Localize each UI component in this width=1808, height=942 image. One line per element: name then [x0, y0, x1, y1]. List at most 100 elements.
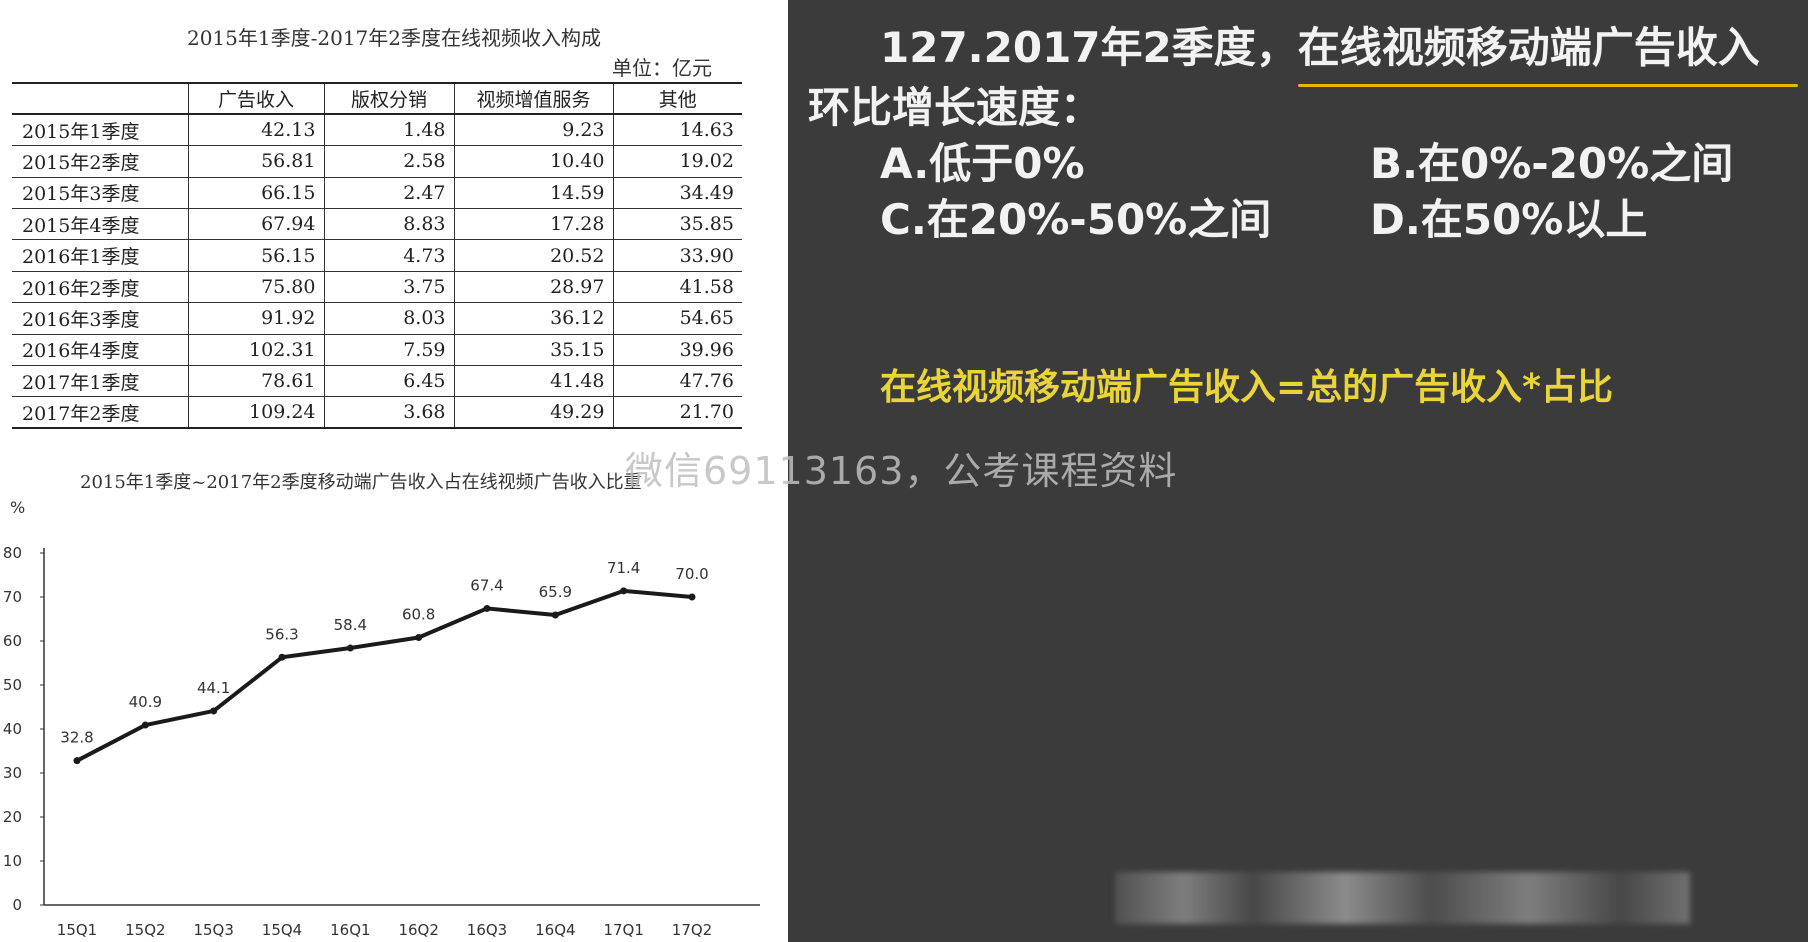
revenue-table: 广告收入 版权分销 视频增值服务 其他 2015年1季度 42.13 1.48 9.2… — [12, 82, 742, 430]
table-cell: 41.58 — [612, 270, 742, 303]
table-cell: 2.47 — [323, 176, 454, 209]
table-cell: 2017年1季度 — [12, 365, 188, 397]
table-header-other: 其他 — [612, 83, 742, 115]
table-cell: 6.45 — [323, 365, 454, 397]
watermark: 微信69113163，公考课程资料 — [625, 449, 1178, 493]
table-cell: 8.83 — [323, 208, 454, 240]
data-label: 71.4 — [607, 559, 640, 577]
data-label: 60.8 — [402, 605, 435, 623]
table-cell: 17.28 — [453, 208, 613, 240]
table-row: 2016年4季度 102.31 7.59 35.15 39.96 — [12, 333, 742, 366]
data-point — [415, 633, 423, 641]
reference-material-panel: 2015年1季度-2017年2季度在线视频收入构成 单位：亿元 广告收入 版权分… — [0, 0, 788, 942]
table-cell: 7.59 — [323, 333, 454, 366]
table-cell: 41.48 — [453, 365, 613, 397]
y-tick-label: 80 — [3, 544, 22, 562]
table-cell: 14.63 — [612, 113, 742, 146]
y-tick-label: 50 — [3, 676, 22, 694]
x-tick-label: 17Q1 — [603, 921, 643, 939]
table-cell: 19.02 — [612, 145, 742, 178]
table-cell: 8.03 — [323, 302, 454, 335]
table-cell: 109.24 — [187, 396, 324, 430]
question-line-2: 环比增长速度： — [808, 83, 1103, 132]
x-tick-label: 16Q2 — [398, 921, 438, 939]
option-c[interactable]: C.在20%-50%之间 — [880, 195, 1272, 244]
table-cell: 56.81 — [187, 145, 324, 178]
table-cell: 2015年1季度 — [12, 113, 188, 146]
table-cell: 49.29 — [453, 396, 613, 430]
table-cell: 67.94 — [187, 208, 324, 240]
data-label: 32.8 — [60, 729, 93, 747]
table-header-copyright: 版权分销 — [323, 83, 454, 115]
table-cell: 21.70 — [612, 396, 742, 430]
table-cell: 2016年3季度 — [12, 302, 188, 335]
table-cell: 28.97 — [453, 270, 613, 303]
option-b[interactable]: B.在0%-20%之间 — [1370, 139, 1734, 188]
table-row: 2015年4季度 67.94 8.83 17.28 35.85 — [12, 208, 742, 240]
data-label: 44.1 — [197, 679, 230, 697]
table-cell: 33.90 — [612, 239, 742, 272]
table-cell: 2015年3季度 — [12, 176, 188, 209]
question-line-1: 127.2017年2季度，在线视频移动端广告收入 — [880, 23, 1760, 72]
table-cell: 3.68 — [323, 396, 454, 430]
formula-note: 在线视频移动端广告收入=总的广告收入*占比 — [880, 367, 1613, 408]
table-cell: 91.92 — [187, 302, 324, 335]
table-cell: 2017年2季度 — [12, 396, 188, 430]
data-label: 65.9 — [539, 583, 572, 601]
table-cell: 35.85 — [612, 208, 742, 240]
table-cell: 2016年4季度 — [12, 333, 188, 366]
table-cell: 39.96 — [612, 333, 742, 366]
table-cell: 75.80 — [187, 270, 324, 303]
table-cell: 20.52 — [453, 239, 613, 272]
table-header-blank — [12, 83, 188, 114]
x-tick-label: 15Q4 — [262, 921, 302, 939]
mobile-ad-share-line-chart: % 0 10 20 30 40 50 60 70 80 15Q1 15Q2 15Q3 15Q4 16Q1 16… — [3, 498, 760, 939]
data-point — [483, 604, 491, 612]
data-label: 67.4 — [470, 576, 503, 594]
table-cell: 34.49 — [612, 176, 742, 209]
x-tick-label: 16Q4 — [535, 921, 575, 939]
data-label: 56.3 — [265, 625, 298, 643]
y-tick-label: 30 — [3, 764, 22, 782]
table-cell: 54.65 — [612, 302, 742, 335]
table-cell: 2015年4季度 — [12, 208, 188, 240]
table-header-row: 广告收入 版权分销 视频增值服务 其他 — [12, 83, 742, 115]
y-tick-label: 40 — [3, 720, 22, 738]
table-cell: 9.23 — [453, 113, 613, 146]
blurred-caption — [1115, 872, 1690, 924]
table-row: 2017年1季度 78.61 6.45 41.48 47.76 — [12, 365, 742, 397]
table-row: 2016年2季度 75.80 3.75 28.97 41.58 — [12, 270, 742, 303]
data-label: 70.0 — [675, 565, 708, 583]
table-row: 2016年3季度 91.92 8.03 36.12 54.65 — [12, 302, 742, 335]
option-a[interactable]: A.低于0% — [880, 139, 1085, 188]
table-row: 2015年2季度 56.81 2.58 10.40 19.02 — [12, 145, 742, 178]
x-tick-label: 15Q1 — [57, 921, 97, 939]
data-point — [278, 653, 286, 661]
table-title: 2015年1季度-2017年2季度在线视频收入构成 — [186, 26, 601, 50]
y-tick-label: 70 — [3, 588, 22, 606]
table-cell: 78.61 — [187, 365, 324, 397]
table-cell: 4.73 — [323, 239, 454, 272]
x-tick-label: 16Q3 — [467, 921, 507, 939]
x-tick-label: 16Q1 — [330, 921, 370, 939]
data-point — [141, 721, 149, 729]
table-row: 2015年3季度 66.15 2.47 14.59 34.49 — [12, 176, 742, 209]
table-cell: 3.75 — [323, 270, 454, 303]
table-cell: 2016年2季度 — [12, 270, 188, 303]
data-label: 58.4 — [334, 616, 367, 634]
table-cell: 66.15 — [187, 176, 324, 209]
table-row: 2015年1季度 42.13 1.48 9.23 14.63 — [12, 113, 742, 146]
y-tick-label: 0 — [12, 896, 22, 914]
table-cell: 1.48 — [323, 113, 454, 146]
table-cell: 2016年1季度 — [12, 239, 188, 272]
data-point — [210, 707, 218, 715]
y-tick-label: 60 — [3, 632, 22, 650]
x-tick-label: 17Q2 — [672, 921, 712, 939]
data-point — [73, 757, 81, 765]
table-cell: 56.15 — [187, 239, 324, 272]
option-d[interactable]: D.在50%以上 — [1370, 195, 1648, 244]
table-cell: 35.15 — [453, 333, 613, 366]
table-cell: 36.12 — [453, 302, 613, 335]
data-point — [620, 587, 628, 595]
data-point — [688, 593, 696, 601]
